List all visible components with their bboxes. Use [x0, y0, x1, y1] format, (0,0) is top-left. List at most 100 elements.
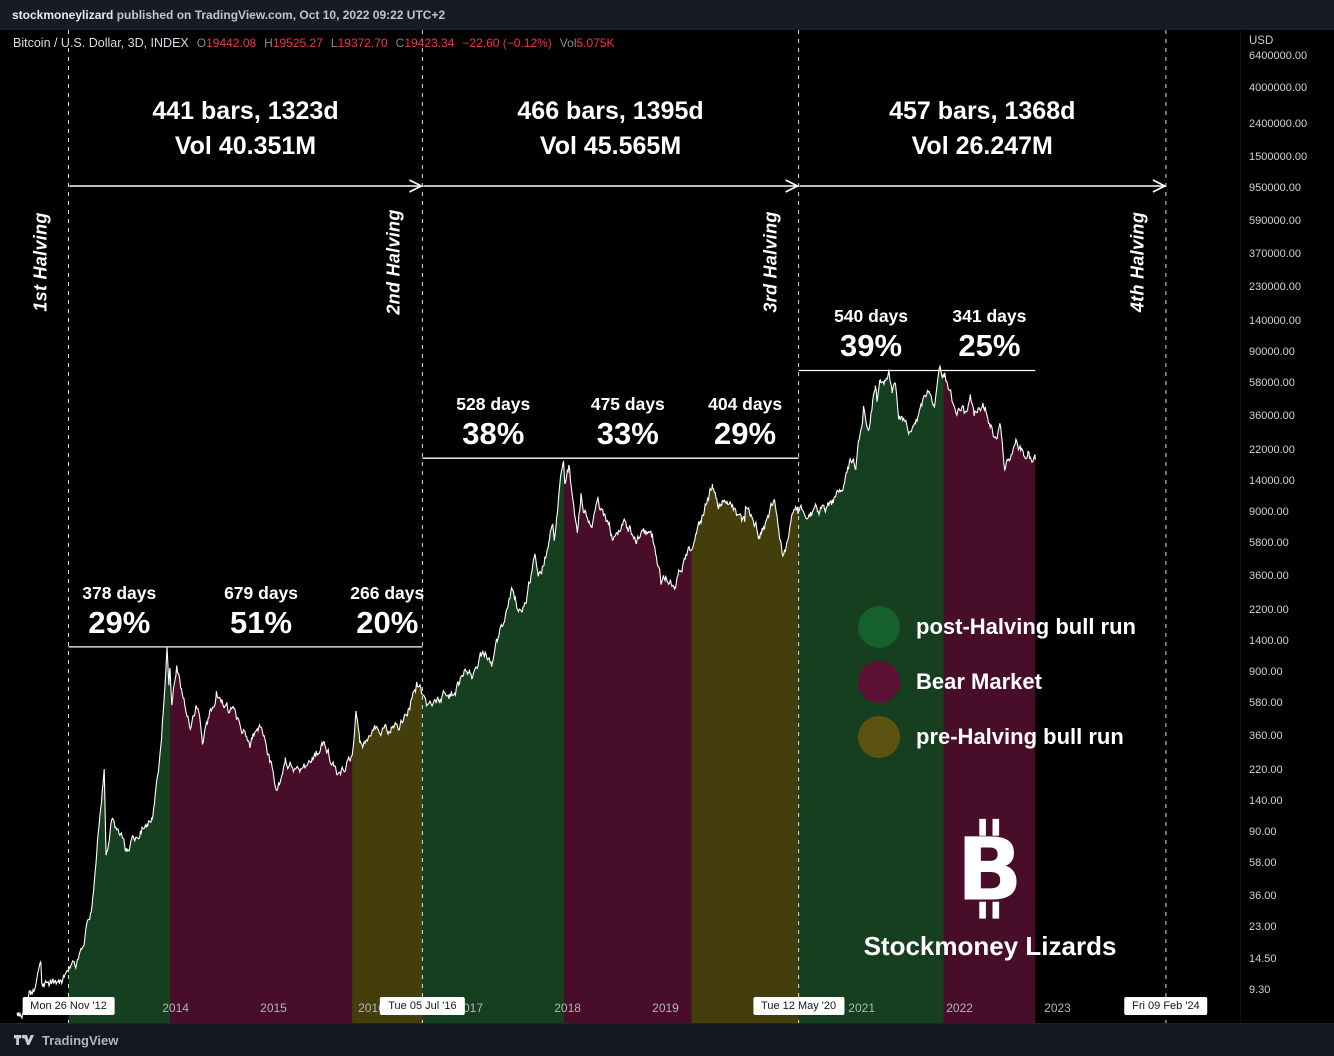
time-axis-year: 2022 [946, 1001, 973, 1015]
segment-annotation: 266 days 20% [350, 583, 424, 641]
segment-percent: 29% [88, 604, 151, 640]
price-axis-label: 370000.00 [1249, 247, 1301, 260]
legend-item: pre-Halving bull run [858, 716, 1136, 758]
segment-percent: 25% [958, 328, 1021, 364]
time-axis-year: 2018 [554, 1001, 581, 1015]
cycle-span-annotation: 466 bars, 1395d Vol 45.565M [517, 94, 703, 164]
price-axis-label: 36000.00 [1249, 409, 1295, 422]
publish-info: published on TradingView.com, Oct 10, 20… [113, 8, 446, 22]
price-axis[interactable]: USD 6400000.00 4000000.00 2400000.00 150000… [1240, 0, 1334, 1024]
high-field: H19525.27 [264, 36, 323, 50]
area-fill-bear [170, 665, 353, 1023]
price-axis-label: 5800.00 [1249, 536, 1289, 549]
watermark: B Stockmoney Lizards [863, 813, 1117, 962]
price-axis-label: 36.00 [1249, 889, 1277, 902]
segment-days: 266 days [350, 582, 425, 603]
price-axis-label: 900.00 [1249, 666, 1283, 679]
symbol-title: Bitcoin / U.S. Dollar, 3D, INDEX [13, 36, 189, 50]
segment-percent: 51% [230, 604, 293, 640]
legend-label: post-Halving bull run [916, 614, 1136, 639]
price-axis-label: 22000.00 [1249, 443, 1295, 456]
area-fill-pre-halving-bull [352, 681, 423, 1023]
price-axis-label: 230000.00 [1249, 280, 1301, 293]
area-fill-bear [943, 372, 1036, 1023]
segment-days: 679 days [224, 582, 299, 603]
low-label: L [330, 36, 338, 50]
bitcoin-b-glyph: B [957, 821, 1023, 921]
price-axis-label: 360.00 [1249, 729, 1283, 742]
price-axis-label: 90.00 [1249, 826, 1277, 839]
segment-annotation: 679 days 51% [224, 583, 298, 641]
price-axis-labels: 6400000.00 4000000.00 2400000.00 1500000.00… [1241, 0, 1334, 1024]
low-field: L19372.70 [331, 36, 388, 50]
segment-percent: 29% [714, 416, 777, 452]
segment-percent: 20% [356, 604, 419, 640]
cycle-bars-count: 457 bars, 1368d [889, 97, 1076, 125]
olive-circle-icon [858, 716, 900, 758]
chart-legend: post-Halving bull run Bear Market pre-Halv… [858, 606, 1136, 771]
halving-date-badge: Fri 09 Feb '24 [1124, 997, 1208, 1015]
price-axis-label: 1500000.00 [1249, 150, 1308, 163]
cycle-bars-count: 466 bars, 1395d [517, 97, 704, 125]
segment-days: 475 days [590, 394, 665, 415]
time-axis-year: 2021 [848, 1001, 876, 1015]
time-axis-year: 2015 [260, 1001, 287, 1015]
segment-percent: 38% [462, 416, 525, 452]
legend-label: Bear Market [916, 669, 1042, 694]
bitcoin-logo-icon: B [957, 818, 1023, 921]
volume-label: Vol [559, 36, 577, 50]
segment-days: 404 days [708, 394, 783, 415]
tradingview-logo-icon[interactable] [14, 1032, 34, 1048]
open-label: O [196, 36, 207, 50]
price-axis-label: 3600.00 [1249, 569, 1289, 582]
cycle-volume: Vol 45.565M [539, 132, 682, 160]
price-axis-label: 580.00 [1249, 696, 1283, 709]
close-label: C [395, 36, 405, 50]
halving-date-badge: Tue 05 Jul '16 [380, 997, 465, 1015]
segment-annotation: 528 days 38% [456, 394, 530, 452]
watermark-name: Stockmoney Lizards [863, 931, 1117, 961]
price-axis-label: 14.50 [1249, 952, 1277, 965]
price-axis-label: 2200.00 [1249, 603, 1289, 616]
symbol-info-bar: Bitcoin / U.S. Dollar, 3D, INDEX O19442.… [13, 36, 615, 50]
cycle-arrow-head [785, 179, 800, 193]
green-circle-icon [858, 606, 900, 648]
time-axis-year: 2019 [652, 1001, 679, 1015]
publish-bar: stockmoneylizard published on TradingVie… [0, 0, 1334, 30]
time-axis-year: 2016 [358, 1001, 385, 1015]
price-axis-label: 140000.00 [1249, 315, 1301, 328]
price-axis-label: 140.00 [1249, 795, 1283, 808]
price-axis-label: 14000.00 [1249, 475, 1295, 488]
price-axis-label: 220.00 [1249, 763, 1283, 776]
halving-label: 2nd Halving [383, 209, 404, 315]
cycle-arrow-head [1152, 179, 1167, 193]
price-axis-label: 9000.00 [1249, 506, 1289, 519]
cycle-arrow-head [409, 179, 424, 193]
price-axis-label: 950000.00 [1249, 182, 1301, 195]
cycle-bars-count: 441 bars, 1323d [152, 97, 339, 125]
high-label: H [264, 36, 273, 50]
time-axis[interactable]: 2014 2015 2016 2017 2018 2019 2021 2022 2023 Mon … [0, 996, 1240, 1024]
halving-date-badge: Tue 12 May '20 [753, 997, 845, 1015]
footer-brand[interactable]: TradingView [42, 1032, 119, 1048]
publish-username: stockmoneylizard [12, 8, 114, 22]
legend-item: Bear Market [858, 661, 1136, 703]
change-value: −22.60 (−0.12%) [462, 36, 552, 50]
segment-days: 341 days [952, 306, 1027, 327]
volume-field: Vol5.075K [560, 36, 615, 50]
segment-annotation: 475 days 33% [591, 394, 665, 452]
segment-days: 540 days [834, 306, 909, 327]
price-axis-label: 6400000.00 [1249, 49, 1308, 62]
segment-annotation: 378 days 29% [82, 583, 156, 641]
price-axis-label: 23.00 [1249, 920, 1277, 933]
segment-annotation: 341 days 25% [952, 306, 1026, 364]
time-axis-year: 2014 [162, 1001, 189, 1015]
cycle-span-annotation: 457 bars, 1368d Vol 26.247M [889, 94, 1075, 164]
segment-days: 528 days [456, 394, 531, 415]
segment-annotation: 404 days 29% [708, 394, 782, 452]
cycle-volume: Vol 40.351M [174, 132, 317, 160]
footer-bar: TradingView [0, 1023, 1334, 1056]
